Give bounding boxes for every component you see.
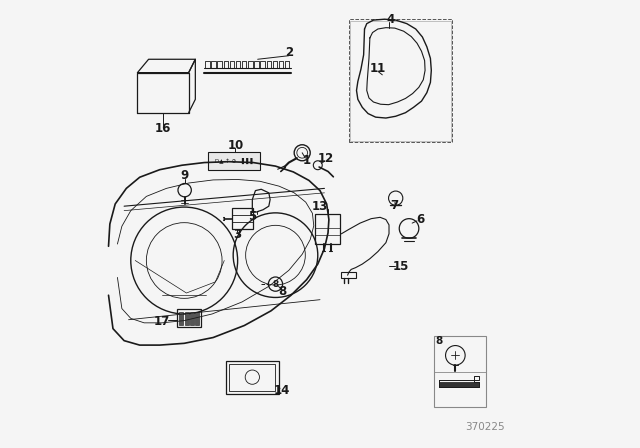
Text: 8: 8 bbox=[436, 336, 443, 346]
Text: 10: 10 bbox=[227, 139, 244, 152]
Polygon shape bbox=[439, 382, 479, 387]
Text: 7: 7 bbox=[391, 199, 399, 212]
Text: 3: 3 bbox=[233, 228, 241, 241]
Bar bbox=[177, 309, 201, 327]
Text: 8: 8 bbox=[278, 285, 286, 298]
Text: 14: 14 bbox=[274, 384, 291, 397]
Text: 16: 16 bbox=[155, 122, 172, 135]
Text: 370225: 370225 bbox=[465, 422, 504, 431]
Bar bbox=[229, 364, 275, 391]
Text: 5: 5 bbox=[248, 210, 257, 223]
Text: 1: 1 bbox=[303, 154, 310, 167]
Text: 11: 11 bbox=[370, 62, 386, 75]
Text: 9: 9 bbox=[180, 169, 189, 182]
Text: 17: 17 bbox=[154, 315, 170, 328]
Bar bbox=[179, 312, 183, 325]
Text: 13: 13 bbox=[312, 200, 328, 213]
Bar bbox=[195, 312, 199, 325]
Text: 4: 4 bbox=[386, 13, 394, 26]
Text: D▲ ↑ ⊘  ▐▐▐: D▲ ↑ ⊘ ▐▐▐ bbox=[215, 158, 253, 164]
Bar bbox=[349, 19, 452, 142]
Bar bbox=[350, 21, 451, 141]
Bar bbox=[341, 272, 356, 278]
Text: 6: 6 bbox=[417, 214, 425, 227]
Text: 12: 12 bbox=[317, 151, 333, 164]
Bar bbox=[232, 208, 253, 229]
Bar bbox=[185, 312, 189, 325]
Text: 2: 2 bbox=[285, 46, 293, 59]
Bar bbox=[190, 312, 194, 325]
Bar bbox=[315, 214, 340, 244]
Bar bbox=[433, 336, 486, 406]
Text: 15: 15 bbox=[393, 260, 409, 273]
Text: 8: 8 bbox=[273, 280, 278, 289]
Bar bbox=[208, 152, 260, 170]
Bar bbox=[226, 361, 279, 394]
